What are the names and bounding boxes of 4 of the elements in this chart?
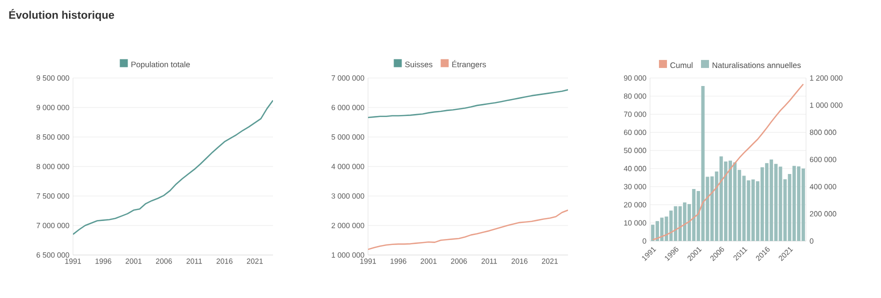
- line-series: [73, 100, 274, 235]
- chart-title: Évolution historique: [9, 9, 114, 21]
- line-series: [368, 89, 568, 118]
- line-series: [368, 210, 568, 250]
